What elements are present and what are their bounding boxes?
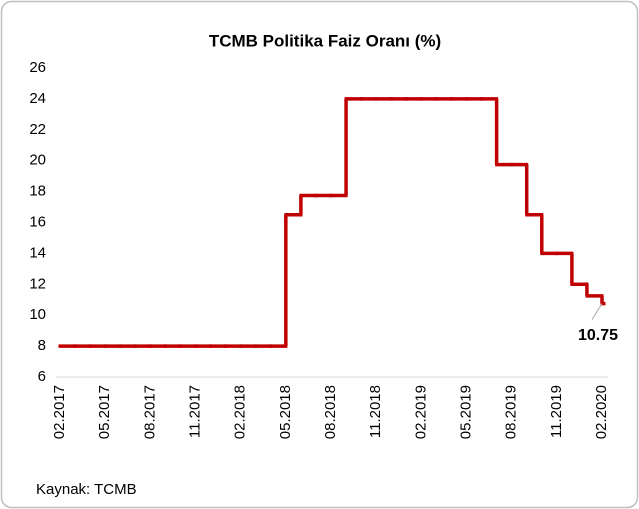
x-tick-label: 05.2017 — [96, 385, 113, 439]
value-label: 10.75 — [578, 327, 618, 344]
y-tick-label: 26 — [29, 59, 46, 76]
x-tick-label: 02.2019 — [412, 385, 429, 439]
x-tick-label: 02.2018 — [232, 385, 249, 439]
x-tick-label: 08.2018 — [322, 385, 339, 439]
x-tick-label: 05.2018 — [277, 385, 294, 439]
source-note: Kaynak: TCMB — [36, 481, 137, 498]
y-tick-label: 10 — [29, 306, 46, 323]
label-leader — [591, 303, 603, 320]
x-tick-label: 08.2019 — [503, 385, 520, 439]
y-tick-label: 22 — [29, 121, 46, 138]
x-tick-label: 11.2018 — [367, 385, 384, 438]
y-tick-label: 24 — [29, 90, 46, 107]
y-tick-label: 8 — [38, 337, 46, 354]
x-tick-label: 02.2020 — [593, 385, 610, 439]
y-tick-label: 14 — [29, 244, 46, 261]
x-tick-label: 02.2017 — [51, 385, 68, 439]
y-tick-label: 12 — [29, 275, 46, 292]
x-tick-label: 08.2017 — [141, 385, 158, 439]
y-tick-label: 16 — [29, 213, 46, 230]
x-tick-label: 11.2019 — [548, 385, 565, 438]
y-tick-label: 18 — [29, 183, 46, 200]
x-tick-label: 05.2019 — [457, 385, 474, 439]
y-tick-label: 6 — [38, 368, 46, 385]
x-tick-label: 11.2017 — [186, 385, 203, 438]
chart-title: TCMB Politika Faiz Oranı (%) — [209, 31, 441, 50]
y-tick-label: 20 — [29, 152, 46, 169]
